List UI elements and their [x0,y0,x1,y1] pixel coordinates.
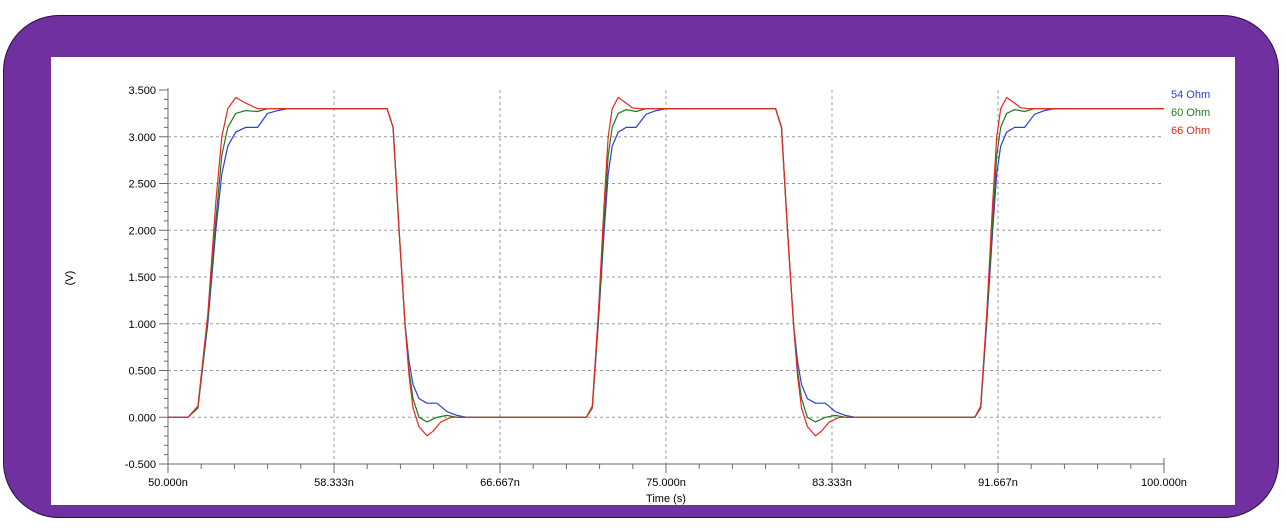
plot-panel: -0.500 0.000 0.500 1.000 1.500 2.000 2.500 3.00… [51,57,1235,505]
legend: 54 Ohm 60 Ohm 66 Ohm [1171,89,1210,137]
x-tick-label: 58.333n [314,477,354,489]
legend-entry: 66 Ohm [1171,125,1210,137]
purple-rounded-frame: -0.500 0.000 0.500 1.000 1.500 2.000 2.500 3.00… [3,15,1279,518]
y-tick-label: 2.500 [128,179,156,191]
x-tick-label: 75.000n [646,477,686,489]
y-tick-label: 1.500 [128,272,156,284]
y-tick-label: 1.000 [128,319,156,331]
grid [168,90,1164,464]
legend-entry: 54 Ohm [1171,89,1210,101]
axes [159,88,1165,473]
series-line-54-ohm [168,108,1164,418]
x-tick-label: 100.000n [1141,477,1187,489]
legend-entry: 60 Ohm [1171,107,1210,119]
y-axis-label: (V) [64,271,76,286]
y-tick-label: 3.000 [128,132,156,144]
tick-labels: -0.500 0.000 0.500 1.000 1.500 2.000 2.500 3.00… [125,85,1187,489]
series [168,96,1164,437]
x-tick-label: 50.000n [148,477,188,489]
y-tick-label: -0.500 [125,459,156,471]
y-tick-label: 3.500 [128,85,156,97]
x-tick-label: 83.333n [812,477,852,489]
x-axis-label: Time (s) [646,493,686,505]
x-tick-label: 91.667n [978,477,1018,489]
y-tick-label: 0.500 [128,366,156,378]
series-line-66-ohm [168,96,1164,437]
y-tick-label: 0.000 [128,412,156,424]
waveform-chart: -0.500 0.000 0.500 1.000 1.500 2.000 2.500 3.00… [64,85,1210,505]
y-tick-label: 2.000 [128,225,156,237]
x-tick-label: 66.667n [480,477,520,489]
